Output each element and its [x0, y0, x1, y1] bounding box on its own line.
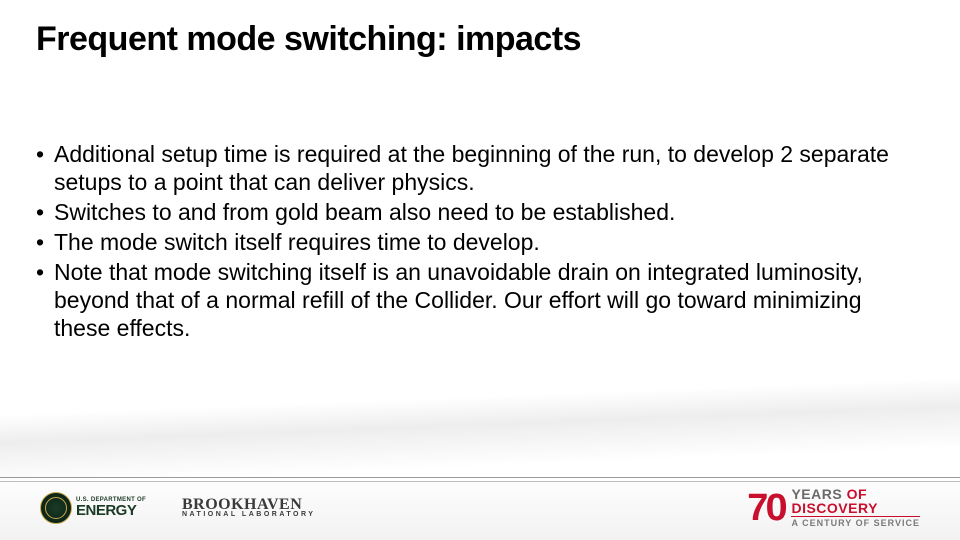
brookhaven-logo: BROOKHAVEN NATIONAL LABORATORY	[182, 498, 315, 519]
footer-divider	[0, 477, 960, 478]
footer-band: U.S. DEPARTMENT OF ENERGY BROOKHAVEN NAT…	[0, 430, 960, 540]
seventy-rule	[791, 516, 920, 517]
bullet-item: The mode switch itself requires time to …	[36, 228, 900, 256]
seventy-text: YEARS OF DISCOVERY A CENTURY OF SERVICE	[791, 488, 920, 527]
bnl-sub-line: NATIONAL LABORATORY	[182, 512, 315, 518]
seventy-zero: 0	[766, 493, 786, 523]
footer-logos: U.S. DEPARTMENT OF ENERGY BROOKHAVEN NAT…	[40, 484, 920, 532]
doe-main-line: ENERGY	[76, 504, 146, 518]
seventy-discovery-line: DISCOVERY	[791, 502, 920, 515]
bullet-item: Additional setup time is required at the…	[36, 140, 900, 196]
bullet-item: Note that mode switching itself is an un…	[36, 258, 900, 342]
bnl-main-line: BROOKHAVEN	[182, 498, 315, 512]
slide: Frequent mode switching: impacts Additio…	[0, 0, 960, 540]
footer-gradient	[0, 378, 960, 485]
slide-title: Frequent mode switching: impacts	[36, 20, 924, 59]
seventy-discovery-label: DISCOVERY	[791, 500, 877, 516]
doe-seal-icon	[40, 492, 72, 524]
seventy-years-logo: 70 YEARS OF DISCOVERY A CENTURY OF SERVI…	[747, 488, 920, 527]
seventy-sub-line: A CENTURY OF SERVICE	[791, 519, 920, 528]
seventy-seven: 7	[747, 487, 766, 529]
seventy-number: 70	[747, 493, 785, 523]
doe-text: U.S. DEPARTMENT OF ENERGY	[76, 498, 146, 518]
slide-body: Additional setup time is required at the…	[36, 140, 900, 344]
bullet-item: Switches to and from gold beam also need…	[36, 198, 900, 226]
bullet-list: Additional setup time is required at the…	[36, 140, 900, 342]
doe-logo: U.S. DEPARTMENT OF ENERGY	[40, 492, 146, 524]
